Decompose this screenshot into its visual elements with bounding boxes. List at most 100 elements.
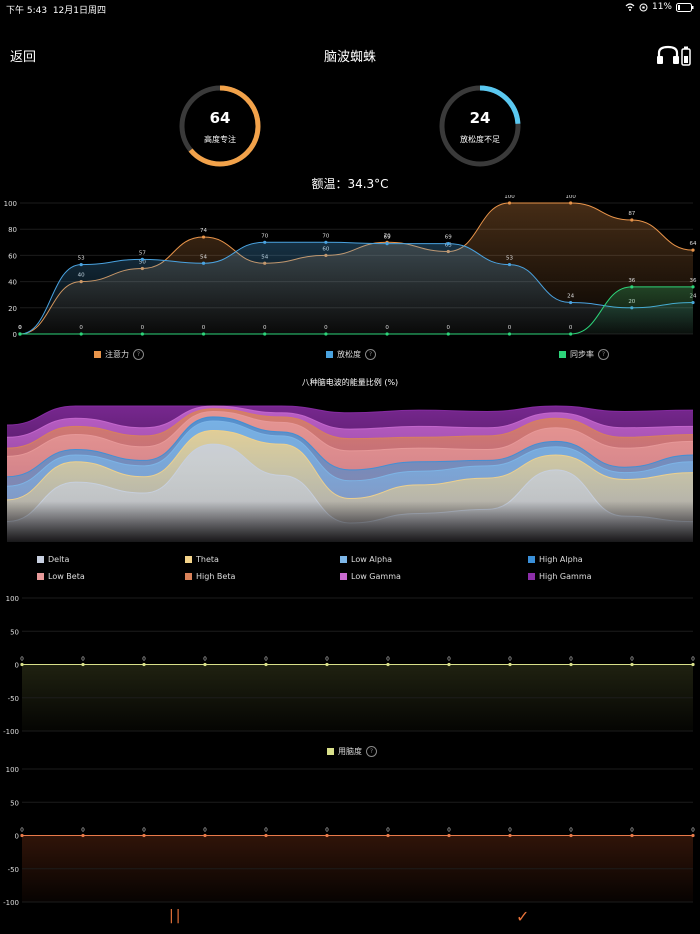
data-label: 24 xyxy=(690,294,697,300)
data-label: 0 xyxy=(386,828,390,834)
legend-low-alpha[interactable]: Low Alpha xyxy=(340,555,392,564)
data-point xyxy=(142,833,146,838)
data-label: 0 xyxy=(203,657,207,663)
data-point xyxy=(447,662,451,667)
legend-sync[interactable]: 同步率 ? xyxy=(559,349,609,360)
data-point xyxy=(569,201,573,205)
series-line-2 xyxy=(20,286,693,335)
y-tick-label: 0 xyxy=(15,833,19,841)
legend-low-beta-label: Low Beta xyxy=(48,572,85,581)
legend-high-alpha-swatch xyxy=(528,556,535,563)
data-label: 0 xyxy=(263,325,267,331)
attention-ring: 64 高度专注 xyxy=(178,84,262,168)
data-point xyxy=(507,332,512,336)
legend-sync-label: 同步率 xyxy=(570,350,594,359)
data-label: 0 xyxy=(630,657,634,663)
waves-chart-title: 八种脑电波的能量比例 (%) xyxy=(301,378,399,387)
legend-low-gamma[interactable]: Low Gamma xyxy=(340,572,401,581)
data-label: 0 xyxy=(385,325,389,331)
legend-low-beta-swatch xyxy=(37,573,44,580)
relax-ring-gauge xyxy=(439,85,521,167)
data-point xyxy=(201,235,206,239)
data-label: 57 xyxy=(139,250,146,256)
pause-button[interactable]: || xyxy=(169,908,183,924)
data-label: 0 xyxy=(447,657,451,663)
legend-sync-swatch xyxy=(559,351,566,358)
legend-high-gamma-swatch xyxy=(528,573,535,580)
legend-relax-swatch xyxy=(326,351,333,358)
data-point xyxy=(569,332,573,336)
data-label: 100 xyxy=(565,195,576,200)
legend-high-beta-swatch xyxy=(185,573,192,580)
data-point xyxy=(263,240,267,244)
y-tick-label: 50 xyxy=(10,628,19,636)
data-label: 0 xyxy=(569,325,573,331)
y-tick-label: 60 xyxy=(8,252,17,260)
data-label: 54 xyxy=(200,254,207,260)
data-point xyxy=(201,332,206,336)
help-icon[interactable]: ? xyxy=(598,349,609,360)
status-date: 12月1日周四 xyxy=(52,6,106,16)
data-label: 24 xyxy=(567,294,574,300)
attention-label: 高度专注 xyxy=(204,135,236,144)
data-label: 0 xyxy=(20,828,24,834)
back-button[interactable]: 返回 xyxy=(10,50,37,65)
data-label: 0 xyxy=(447,325,451,331)
y-tick-label: -50 xyxy=(8,695,19,703)
data-point xyxy=(20,662,24,667)
data-label: 0 xyxy=(81,828,85,834)
data-point xyxy=(507,262,512,267)
y-tick-label: -100 xyxy=(3,728,19,736)
legend-delta-label: Delta xyxy=(48,555,70,564)
data-label: 0 xyxy=(20,657,24,663)
data-label: 0 xyxy=(691,657,695,663)
data-point xyxy=(81,833,85,838)
data-label: 36 xyxy=(690,278,697,284)
data-point xyxy=(325,833,329,838)
data-label: 0 xyxy=(691,828,695,834)
legend-high-alpha[interactable]: High Alpha xyxy=(528,555,583,564)
data-label: 64 xyxy=(690,241,697,247)
attention-value: 64 xyxy=(209,109,231,127)
legend-relax-label: 放松度 xyxy=(337,350,361,359)
data-point xyxy=(508,662,512,667)
wave-fade xyxy=(7,406,693,542)
main-line-chart: 1008060402000405074546070631001008764053… xyxy=(4,195,697,339)
data-point xyxy=(263,332,267,336)
legend-high-beta[interactable]: High Beta xyxy=(185,572,235,581)
data-point xyxy=(508,833,512,838)
legend-usage[interactable]: 用脑度 ? xyxy=(327,746,377,757)
legend-relax[interactable]: 放松度 ? xyxy=(326,349,376,360)
data-point xyxy=(691,248,695,252)
data-label: 87 xyxy=(628,211,635,217)
legend-low-alpha-swatch xyxy=(340,556,347,563)
data-point xyxy=(324,240,328,244)
legend-high-gamma[interactable]: High Gamma xyxy=(528,572,592,581)
data-point xyxy=(446,242,450,246)
legend-attention-swatch xyxy=(94,351,101,358)
legend-high-gamma-label: High Gamma xyxy=(539,572,592,581)
data-label: 0 xyxy=(569,828,573,834)
legend-high-alpha-label: High Alpha xyxy=(539,555,583,564)
data-label: 0 xyxy=(325,828,329,834)
data-point xyxy=(140,257,144,261)
y-tick-label: 100 xyxy=(4,200,17,208)
legend-theta[interactable]: Theta xyxy=(185,555,219,564)
confirm-button[interactable]: ✓ xyxy=(516,907,530,926)
y-tick-label: -50 xyxy=(8,866,19,874)
data-label: 70 xyxy=(384,233,391,239)
legend-low-alpha-label: Low Alpha xyxy=(351,555,393,564)
relax-value: 24 xyxy=(469,109,491,127)
legend-attention[interactable]: 注意力 ? xyxy=(94,349,144,360)
data-point xyxy=(79,262,83,267)
help-icon[interactable]: ? xyxy=(366,746,377,757)
data-label: 0 xyxy=(142,828,146,834)
legend-low-beta[interactable]: Low Beta xyxy=(37,572,85,581)
legend-delta[interactable]: Delta xyxy=(37,555,69,564)
headset-battery-icon[interactable] xyxy=(656,44,692,66)
help-icon[interactable]: ? xyxy=(133,349,144,360)
help-icon[interactable]: ? xyxy=(365,349,376,360)
data-point xyxy=(203,833,207,838)
series-area-1 xyxy=(20,242,693,334)
